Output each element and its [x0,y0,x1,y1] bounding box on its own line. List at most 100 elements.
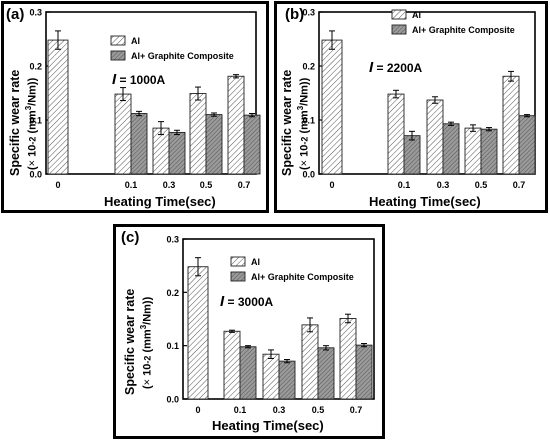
bar-al [464,127,482,175]
error-bar [508,70,514,82]
y-tick-label: 0.2 [302,62,315,72]
x-axis-title: Heating Time(sec) [212,418,324,433]
current-label: I = 1000A [112,71,165,88]
current-symbol: I [112,71,117,88]
current-value: = 3000A [227,295,274,309]
x-tick-label: 0 [195,405,200,415]
error-bar [55,30,61,50]
error-bar [229,329,235,333]
error-bar [329,30,335,50]
error-bar [174,129,180,136]
bar-chart-a: 0.0 0.1 0.2 0.3 0 0.1 0.3 0.5 0.7 Al Al+ Graphite … [29,8,261,190]
bar-composite [355,344,373,400]
error-bar [158,121,164,136]
legend-label: Al+ Graphite Composite [131,51,234,61]
current-value: = 1000A [119,73,166,87]
bar-al [387,93,405,175]
error-bar [195,257,201,277]
x-tick-label: 0 [329,180,334,190]
legend-swatch-composite [110,50,126,61]
error-bar [249,113,255,118]
current-label: I = 3000A [220,293,273,310]
panel-label: (a) [6,6,25,23]
bar-composite [442,123,460,175]
y-tick-label: 0.1 [302,116,315,126]
legend-label: Al+ Graphite Composite [251,272,354,282]
plot-frame [45,11,257,175]
error-bar [409,130,415,141]
legend-swatch-al [110,35,126,46]
error-bar [448,121,454,126]
y-tick-label: 0.3 [166,235,179,245]
error-bar [120,87,126,102]
error-bar [393,89,399,99]
error-bar [345,313,351,324]
bar-al [502,75,520,175]
x-tick-label: 0.1 [398,180,411,190]
bar-al [339,318,357,400]
current-label: I = 2200A [369,59,422,76]
x-tick-label: 0.1 [234,405,247,415]
bar-composite [480,128,498,175]
bar-al [301,324,319,400]
bar-composite [317,347,335,400]
error-bar [268,349,274,359]
bar-composite [518,115,536,175]
bar-composite [168,131,186,175]
y-tick-label: 0.0 [166,395,179,405]
y-tick-label: 0.1 [29,116,42,126]
bar-composite [243,114,261,175]
y-tick-label: 0.3 [29,8,42,18]
y-tick-label: 0.0 [302,170,315,180]
x-tick-label: 0.5 [475,180,488,190]
error-bar [486,127,492,132]
y-tick-label: 0.2 [29,62,42,72]
x-tick-label: 0.5 [200,180,213,190]
current-symbol: I [220,293,225,310]
error-bar [524,114,530,118]
legend-swatch-al [230,256,246,267]
panel-label: (b) [285,6,305,23]
bar-al [227,75,245,175]
bar-al [47,39,69,175]
x-tick-label: 0.7 [238,180,251,190]
bar-composite [130,113,148,175]
bar-composite [239,346,257,400]
bar-chart-c: 0.0 0.1 0.2 0.3 0 0.1 0.3 0.5 0.7 Al Al+ Graphite … [166,235,375,415]
error-bar [136,110,142,117]
error-bar [233,74,239,79]
legend-label: Al [412,10,421,20]
bar-al [114,93,132,175]
x-tick-label: 0 [55,180,60,190]
error-bar [361,343,367,348]
error-bar [323,345,329,351]
bar-al [321,39,343,175]
x-tick-label: 0.3 [163,180,176,190]
bar-composite [278,360,296,400]
bar-chart-b: 0.0 0.1 0.2 0.3 0 0.1 0.3 0.5 0.7 Al Al+ Graphite … [302,8,536,190]
y-tick-label: 0.2 [166,288,179,298]
current-value: = 2200A [376,61,423,75]
x-axis-title: Heating Time(sec) [369,194,481,209]
x-tick-label: 0.3 [273,405,286,415]
y-tick-label: 0.1 [166,341,179,351]
error-bar [432,96,438,104]
y-tick-label: 0.0 [29,170,42,180]
x-tick-label: 0.7 [513,180,526,190]
error-bar [284,359,290,364]
legend-label: Al+ Graphite Composite [412,25,515,35]
x-tick-label: 0.3 [437,180,450,190]
error-bar [195,86,201,101]
legend-swatch-composite [230,271,246,282]
chart-panel-b: (b) Specific wear rate (× 10-2 (mm3/Nm))… [274,1,548,213]
bar-al [187,266,209,400]
bar-al [262,353,280,400]
bar-composite [403,135,421,175]
x-tick-label: 0.7 [350,405,363,415]
y-tick-label: 0.3 [302,8,315,18]
error-bar [245,345,251,349]
error-bar [470,124,476,132]
legend-label: Al [251,257,260,267]
x-tick-label: 0.5 [312,405,325,415]
bar-al [223,330,241,400]
